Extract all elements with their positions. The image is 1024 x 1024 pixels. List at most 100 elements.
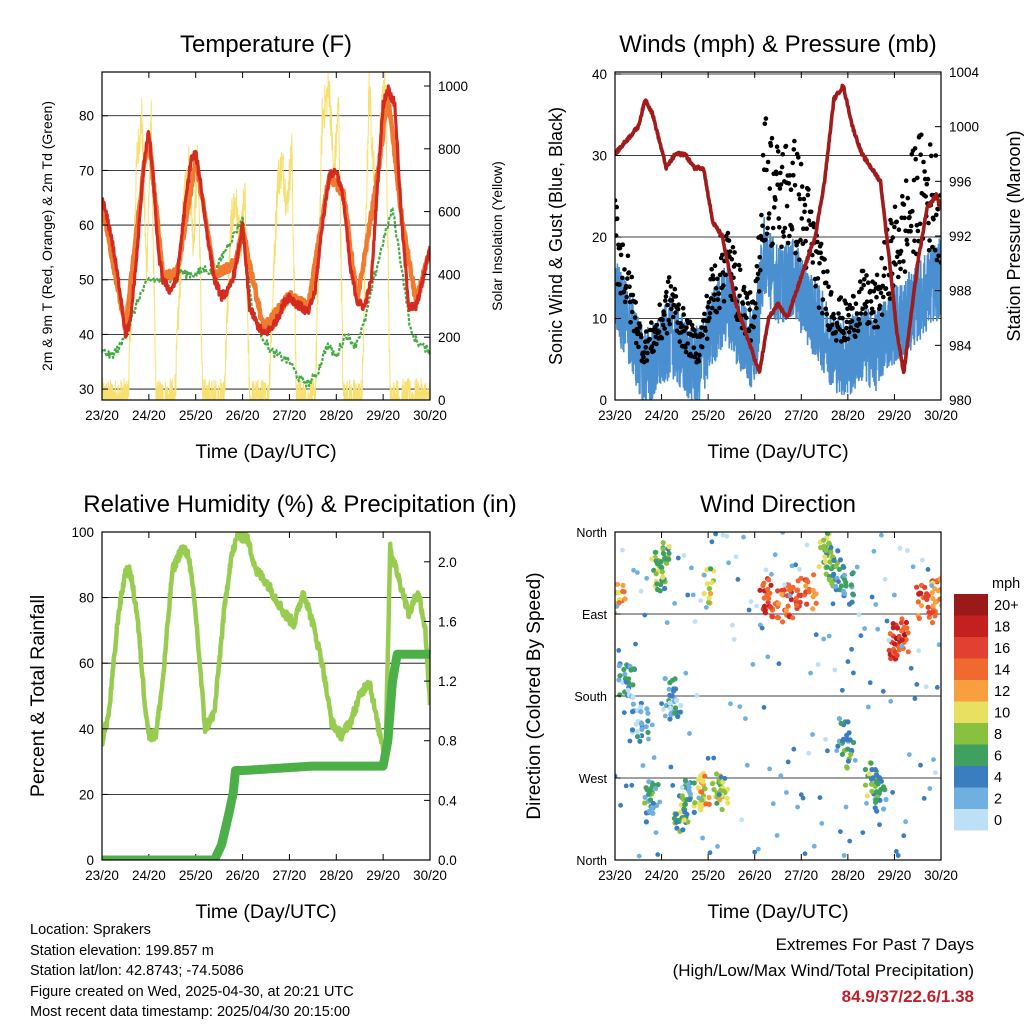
gust-point xyxy=(786,181,792,186)
direction-point xyxy=(915,599,921,605)
gust-point xyxy=(862,277,867,282)
speed-colorbar: mph 20+ 18 16 14 12 10 8 6 4 2 0 xyxy=(954,576,1020,831)
direction-point xyxy=(838,583,845,589)
temperature-ytick-right-label: 1000 xyxy=(438,79,468,94)
direction-point xyxy=(620,547,625,553)
temperature-ytick-label: 30 xyxy=(79,382,94,397)
gust-point xyxy=(635,329,641,335)
gust-point xyxy=(839,339,844,344)
direction-point xyxy=(929,620,936,626)
direction-point xyxy=(649,805,655,811)
gust-point xyxy=(736,262,742,268)
gust-point xyxy=(826,284,831,290)
gust-point xyxy=(665,302,670,308)
direction-point xyxy=(623,783,629,789)
direction-point xyxy=(837,557,844,563)
winds-ytick-right-label: 1000 xyxy=(949,120,979,135)
temperature-plot-frame xyxy=(101,71,431,401)
gust-points xyxy=(615,116,941,365)
direction-point xyxy=(640,763,646,768)
gust-point xyxy=(911,177,917,183)
gust-point xyxy=(766,216,771,221)
direction-point xyxy=(791,746,797,752)
gust-point xyxy=(630,309,635,315)
direction-point xyxy=(850,570,856,576)
gust-point xyxy=(659,335,665,341)
direction-xtick-label: 25/20 xyxy=(691,868,725,883)
direction-point xyxy=(698,598,704,603)
gust-point xyxy=(715,276,720,282)
direction-point xyxy=(892,641,898,647)
gust-point xyxy=(615,216,620,221)
direction-ytick-label: East xyxy=(582,608,608,622)
direction-point xyxy=(779,591,785,598)
temperature-panel: Temperature (F) 23/20 24/20 25/20 26/20 27/20… xyxy=(39,31,505,463)
humidity-plot-frame xyxy=(101,531,431,861)
direction-point xyxy=(920,557,925,563)
direction-point xyxy=(899,637,905,643)
direction-point xyxy=(892,592,897,598)
direction-point xyxy=(677,709,683,715)
gust-point xyxy=(775,149,781,154)
direction-point xyxy=(678,702,684,709)
gust-point xyxy=(799,184,805,189)
gust-point xyxy=(919,132,924,138)
direction-point xyxy=(659,701,664,706)
gust-point xyxy=(845,336,851,342)
direction-point xyxy=(830,601,836,607)
direction-point xyxy=(700,835,705,841)
gust-point xyxy=(840,315,845,321)
gust-point xyxy=(894,219,899,225)
temperature-xtick-label: 27/20 xyxy=(273,408,307,423)
direction-point xyxy=(822,554,828,560)
direction-point xyxy=(804,601,810,607)
gust-point xyxy=(930,244,935,250)
winds-ytick-label: 20 xyxy=(592,230,607,245)
gust-point xyxy=(664,331,670,336)
gust-point xyxy=(624,294,629,300)
direction-point xyxy=(824,532,831,537)
gust-point xyxy=(711,276,716,282)
gust-point xyxy=(875,324,880,330)
gust-point xyxy=(765,225,770,231)
direction-point xyxy=(867,680,873,686)
direction-point xyxy=(768,582,774,588)
direction-point xyxy=(667,700,673,706)
direction-point xyxy=(806,750,812,756)
gust-point xyxy=(863,304,869,310)
gust-point xyxy=(657,302,662,308)
gust-point xyxy=(687,319,693,325)
gust-point xyxy=(925,176,931,182)
direction-point xyxy=(874,778,880,785)
direction-point xyxy=(934,685,940,690)
direction-point xyxy=(806,589,812,595)
direction-point xyxy=(746,607,752,613)
direction-point xyxy=(892,649,898,655)
gust-point xyxy=(792,138,797,144)
direction-point xyxy=(819,821,825,826)
direction-point xyxy=(826,577,832,583)
gust-point xyxy=(625,276,630,281)
direction-point xyxy=(914,584,920,590)
gust-point xyxy=(915,175,920,181)
direction-xtick-label: 26/20 xyxy=(738,868,772,883)
recent-text: Most recent data timestamp: 2025/04/30 2… xyxy=(30,1004,351,1020)
direction-point xyxy=(836,716,843,722)
gust-point xyxy=(737,267,743,273)
direction-point xyxy=(802,851,808,857)
direction-point xyxy=(713,532,718,537)
colorbar-label: 14 xyxy=(994,663,1010,679)
gust-point xyxy=(893,262,898,267)
direction-point xyxy=(787,593,793,598)
direction-point xyxy=(658,559,664,565)
direction-point xyxy=(906,752,912,757)
direction-point xyxy=(864,793,870,799)
direction-point xyxy=(815,662,821,667)
humidity-xtick-label: 24/20 xyxy=(132,868,166,883)
direction-point xyxy=(772,552,778,558)
direction-point xyxy=(785,759,791,765)
direction-point xyxy=(887,631,893,637)
direction-point xyxy=(717,797,723,803)
gust-point xyxy=(629,274,635,280)
direction-point xyxy=(827,559,833,565)
